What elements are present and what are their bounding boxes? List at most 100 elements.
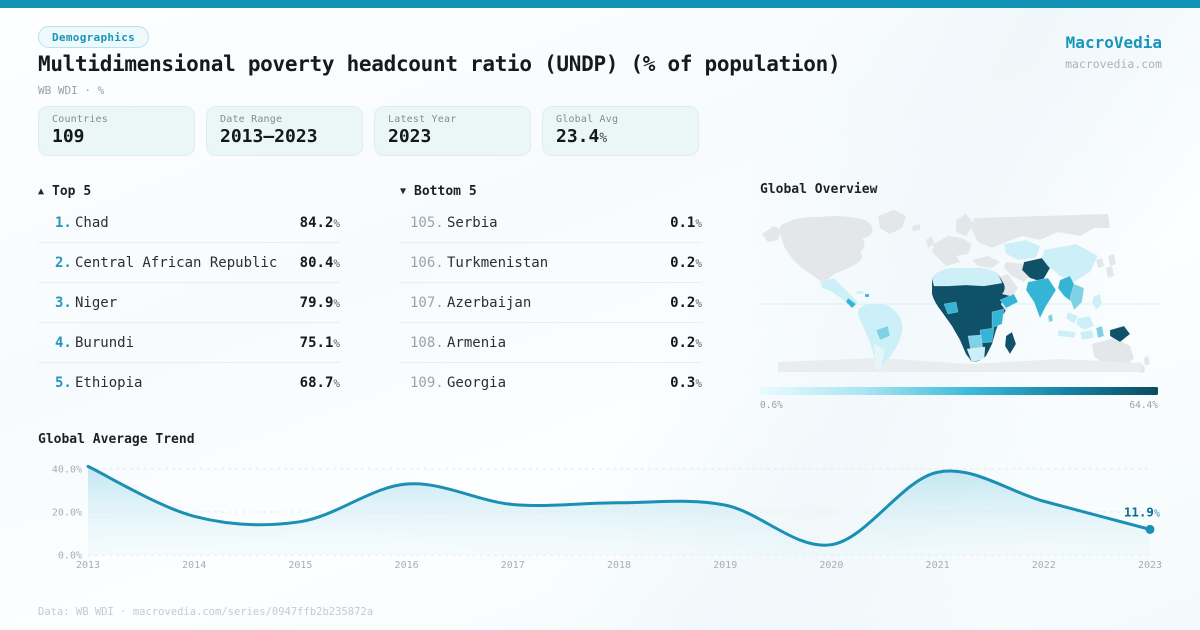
region-sulawesi (1095, 325, 1105, 339)
stat-card-countries: Countries 109 (38, 106, 195, 156)
region-yemen (999, 293, 1019, 309)
value-suffix: % (695, 336, 702, 350)
stat-value: 2013—2023 (220, 126, 349, 147)
stat-label: Countries (52, 114, 108, 125)
value-number: 75.1 (299, 334, 334, 351)
value-suffix: % (695, 296, 702, 310)
stat-value: 23.4% (556, 126, 685, 147)
list-item: 106. Turkmenistan 0.2% (400, 243, 702, 283)
value-suffix: % (695, 256, 702, 270)
stat-value-number: 2023 (388, 126, 432, 147)
region-north-america (780, 216, 873, 284)
country-value: 0.2% (670, 255, 702, 271)
stat-card-date-range: Date Range 2013—2023 (206, 106, 363, 156)
list-item: 1. Chad 84.2% (38, 203, 340, 243)
region-australia (1092, 338, 1134, 368)
top5-header: ▲ Top 5 (38, 180, 340, 203)
region-greenland (878, 210, 906, 234)
trend-title: Global Average Trend (38, 432, 195, 447)
region-central-america (845, 297, 857, 309)
svg-text:2016: 2016 (395, 560, 419, 571)
svg-text:2022: 2022 (1032, 560, 1056, 571)
stat-value: 2023 (388, 126, 517, 147)
category-badge: Demographics (38, 26, 150, 48)
country-name: Central African Republic (75, 254, 278, 271)
stat-value-suffix: % (599, 131, 608, 146)
country-value: 0.2% (670, 295, 702, 311)
list-item: 4. Burundi 75.1% (38, 323, 340, 363)
map-scale-max-label: 64.4% (1129, 400, 1158, 411)
stat-value: 109 (52, 126, 181, 147)
value-suffix: % (333, 216, 340, 230)
stat-card-latest-year: Latest Year 2023 (374, 106, 531, 156)
country-name: Turkmenistan (447, 254, 549, 271)
region-europe (932, 236, 972, 266)
stat-label: Global Avg (556, 114, 619, 125)
bottom5-header-label: Bottom 5 (414, 184, 477, 199)
stat-value-number: 109 (52, 126, 85, 147)
region-malaysia (1065, 311, 1079, 325)
region-iceland (912, 224, 920, 231)
arrow-down-icon: ▼ (400, 186, 407, 197)
stat-value-number: 23.4 (556, 126, 600, 147)
region-madagascar (1004, 331, 1017, 355)
list-item: 108. Armenia 0.2% (400, 323, 702, 363)
top5-list: ▲ Top 5 1. Chad 84.2% 2. Central African… (38, 180, 340, 403)
rank: 4. (55, 334, 72, 351)
value-suffix: % (333, 256, 340, 270)
svg-text:20.0%: 20.0% (52, 508, 82, 519)
country-name: Serbia (447, 214, 498, 231)
value-number: 0.2 (670, 294, 696, 311)
region-africa-sahel-central (932, 268, 1015, 362)
region-philippines (1091, 293, 1103, 311)
svg-text:0.0%: 0.0% (58, 551, 82, 562)
svg-text:2019: 2019 (713, 560, 737, 571)
value-number: 0.1 (670, 214, 696, 231)
map-title: Global Overview (760, 182, 878, 197)
rank: 105. (410, 214, 444, 231)
value-number: 68.7 (299, 375, 334, 391)
stat-label: Latest Year (388, 114, 457, 125)
list-item: 109. Georgia 0.3% (400, 363, 702, 403)
region-sri-lanka (1047, 313, 1054, 323)
region-zambia-zimbabwe (979, 327, 995, 344)
value-number: 79.9 (299, 294, 334, 311)
rank: 1. (55, 214, 72, 231)
map-scale-min-label: 0.6% (760, 400, 783, 411)
page-title: Multidimensional poverty headcount ratio… (38, 52, 841, 76)
region-southern-cone (873, 343, 885, 370)
country-value: 84.2% (300, 215, 340, 231)
country-value: 79.9% (300, 295, 340, 311)
region-papua-new-guinea (1109, 325, 1131, 343)
region-north-africa (931, 267, 1003, 287)
list-item: 107. Azerbaijan 0.2% (400, 283, 702, 323)
region-turkey (972, 256, 1000, 268)
region-china (1041, 243, 1099, 283)
region-antarctica (778, 358, 1142, 372)
country-name: Ethiopia (75, 375, 143, 391)
country-value: 75.1% (300, 335, 340, 351)
svg-text:2023: 2023 (1138, 560, 1162, 571)
list-item: 3. Niger 79.9% (38, 283, 340, 323)
rank: 107. (410, 294, 444, 311)
top-accent-bar (0, 0, 1200, 8)
country-value: 68.7% (300, 375, 340, 391)
region-borneo (1075, 315, 1095, 331)
country-value: 80.4% (300, 255, 340, 271)
region-south-africa (966, 346, 986, 363)
bottom5-header: ▼ Bottom 5 (400, 180, 702, 203)
region-sumatra-java (1057, 329, 1095, 341)
stat-card-global-avg: Global Avg 23.4% (542, 106, 699, 156)
trend-line-chart: 0.0% 20.0% 40.0% 2013 2014 2015 2016 2017 2018 20… (52, 465, 1162, 572)
country-name: Burundi (75, 334, 135, 351)
rank: 108. (410, 334, 444, 351)
rank: 5. (55, 375, 72, 391)
stat-value-number: 2013—2023 (220, 126, 318, 147)
region-bolivia (875, 325, 891, 341)
bottom5-list: ▼ Bottom 5 105. Serbia 0.1% 106. Turkmen… (400, 180, 702, 403)
value-suffix: % (333, 336, 340, 350)
list-item: 5. Ethiopia 68.7% (38, 363, 340, 403)
region-haiti (864, 293, 870, 298)
region-ghana-cote-divoire (943, 301, 959, 315)
